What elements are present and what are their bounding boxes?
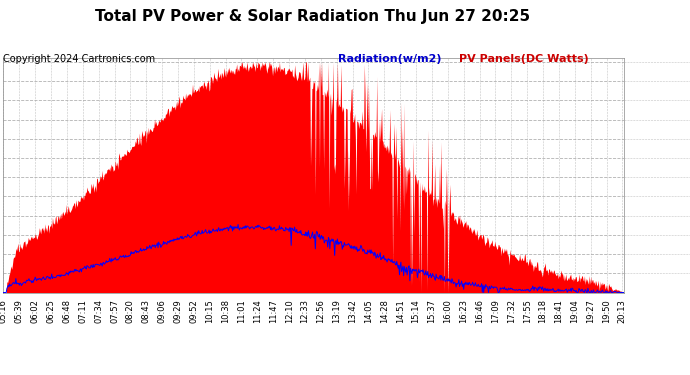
Text: 11:47: 11:47 xyxy=(268,299,278,323)
Text: 07:34: 07:34 xyxy=(94,299,104,323)
Text: 14:28: 14:28 xyxy=(380,299,389,323)
Text: 10:38: 10:38 xyxy=(221,299,230,323)
Text: 06:25: 06:25 xyxy=(46,299,56,323)
Text: PV Panels(DC Watts): PV Panels(DC Watts) xyxy=(459,54,589,64)
Text: Copyright 2024 Cartronics.com: Copyright 2024 Cartronics.com xyxy=(3,54,155,64)
Text: 16:23: 16:23 xyxy=(459,299,469,323)
Text: 16:00: 16:00 xyxy=(443,299,453,323)
Text: 08:20: 08:20 xyxy=(126,299,135,323)
Text: 09:52: 09:52 xyxy=(189,299,199,323)
Text: 09:06: 09:06 xyxy=(157,299,167,323)
Text: 05:39: 05:39 xyxy=(14,299,24,323)
Text: Total PV Power & Solar Radiation Thu Jun 27 20:25: Total PV Power & Solar Radiation Thu Jun… xyxy=(95,9,530,24)
Text: Radiation(w/m2): Radiation(w/m2) xyxy=(338,54,442,64)
Text: 14:05: 14:05 xyxy=(364,299,373,323)
Text: 07:57: 07:57 xyxy=(110,299,119,323)
Text: 09:29: 09:29 xyxy=(173,299,183,323)
Text: 19:04: 19:04 xyxy=(570,299,580,323)
Text: 11:01: 11:01 xyxy=(237,299,246,323)
Text: 13:42: 13:42 xyxy=(348,299,357,323)
Text: 17:09: 17:09 xyxy=(491,299,500,323)
Text: 17:55: 17:55 xyxy=(522,299,532,323)
Text: 20:13: 20:13 xyxy=(618,299,627,323)
Text: 12:10: 12:10 xyxy=(284,299,294,323)
Text: 10:15: 10:15 xyxy=(205,299,215,323)
Text: 16:46: 16:46 xyxy=(475,299,484,323)
Text: 14:51: 14:51 xyxy=(395,299,405,323)
Text: 05:16: 05:16 xyxy=(0,299,8,323)
Text: 08:43: 08:43 xyxy=(141,299,151,323)
Text: 18:18: 18:18 xyxy=(538,299,548,323)
Text: 07:11: 07:11 xyxy=(78,299,88,323)
Text: 06:48: 06:48 xyxy=(62,299,72,323)
Text: 18:41: 18:41 xyxy=(554,299,564,323)
Text: 13:19: 13:19 xyxy=(332,299,342,323)
Text: 19:27: 19:27 xyxy=(586,299,595,323)
Text: 19:50: 19:50 xyxy=(602,299,611,323)
Text: 17:32: 17:32 xyxy=(506,299,516,323)
Text: 12:33: 12:33 xyxy=(300,299,310,323)
Text: 15:37: 15:37 xyxy=(427,299,437,323)
Text: 12:56: 12:56 xyxy=(316,299,326,323)
Text: 11:24: 11:24 xyxy=(253,299,262,323)
Text: 15:14: 15:14 xyxy=(411,299,421,323)
Text: 06:02: 06:02 xyxy=(30,299,40,323)
